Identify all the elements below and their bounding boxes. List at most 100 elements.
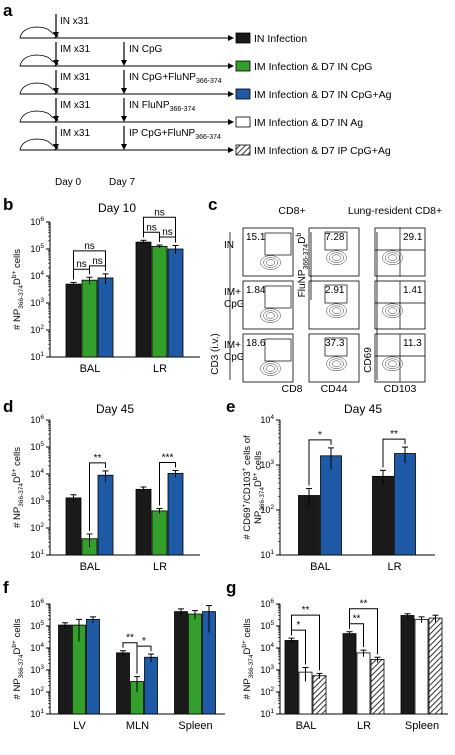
flow-y-label-cd69: CD69 (363, 347, 374, 373)
panel-d-title: Day 45 (96, 402, 134, 416)
mouse-icon (19, 82, 59, 95)
significance-label: ** (353, 614, 361, 625)
timeline-row: IM x31 IN CpG IM Infection & D7 IN CpG (19, 42, 372, 73)
flow-plot (242, 227, 294, 277)
quadrant-gate (375, 334, 425, 382)
y-axis-label: # NP366-374Db+ cells (11, 447, 25, 528)
flow-plot (242, 280, 294, 330)
contour (260, 255, 281, 270)
y-axis-label: # NP366-374Db+ cells (241, 618, 255, 699)
bar (414, 618, 429, 715)
legend-swatch (235, 88, 251, 100)
contour (382, 250, 403, 266)
bar (372, 475, 394, 556)
treatment-label: IN CpG (129, 44, 163, 55)
arrow-right-icon (228, 91, 234, 97)
bar (320, 455, 342, 556)
contour (385, 252, 400, 264)
contour (385, 305, 400, 317)
contour (326, 356, 347, 372)
day0-label: Day 0 (55, 177, 82, 188)
x-tick-label: Spleen (178, 720, 212, 732)
y-tick-label: 102 (30, 686, 44, 697)
panel-d-label: d (3, 397, 13, 416)
significance-label: *** (162, 452, 174, 463)
contour (263, 257, 278, 268)
arrow-down-icon (53, 32, 59, 38)
treatment-label: IP CpG+FluNP366-374 (129, 128, 221, 141)
contour (388, 360, 397, 368)
y-tick-label: 104 (260, 642, 274, 653)
bar (135, 488, 152, 556)
flow-x-label-cd44: CD44 (321, 383, 348, 395)
quadrant-gate (375, 228, 425, 276)
route-label: IM x31 (60, 72, 90, 83)
significance-label: ** (302, 605, 310, 616)
significance-label: ns (154, 207, 165, 218)
x-tick-label: LR (153, 363, 167, 375)
significance-label: ns (76, 259, 87, 270)
x-tick-label: BAL (80, 363, 101, 375)
legend-swatch (235, 32, 251, 44)
arrow-right-icon (228, 147, 234, 153)
panel-b-title: Day 10 (98, 201, 136, 215)
significance-bracket (89, 462, 106, 531)
panel-d-chart: 101 102 103 104 105 106 # NP366-374Db+ cells BA… (11, 414, 200, 573)
y-tick-label: 104 (260, 414, 274, 425)
bar (356, 652, 371, 715)
y-tick-label: 103 (260, 459, 274, 470)
arrow-down-icon (121, 144, 127, 150)
y-tick-label: 101 (260, 549, 274, 560)
contour (382, 356, 403, 372)
y-tick-label: 101 (30, 549, 44, 560)
gate-percent: 15.1 (246, 232, 266, 243)
mouse-icon (19, 138, 59, 151)
mouse-icon (19, 110, 59, 123)
y-tick-label: 104 (30, 642, 44, 653)
bar (135, 241, 152, 358)
gate (264, 285, 292, 309)
y-tick-label: 102 (30, 522, 44, 533)
x-tick-label: LR (387, 561, 401, 573)
x-tick-label: Spleen (405, 720, 439, 732)
arrow-right-icon (228, 35, 234, 41)
legend-label: IN Infection (254, 33, 307, 45)
significance-label: * (297, 620, 301, 631)
bar (116, 652, 130, 715)
panel-e-title: Day 45 (344, 402, 382, 416)
bar (86, 618, 100, 715)
significance-bracket (136, 645, 152, 674)
contour (329, 252, 344, 264)
contour (385, 358, 400, 370)
y-tick-label: 101 (260, 708, 274, 719)
contour (260, 361, 281, 376)
panel-b-chart: 101 102 103 104 105 106 # NP366-374Db+ cells BA… (11, 207, 200, 375)
x-tick-label: LR (153, 561, 167, 573)
day7-label: Day 7 (109, 177, 136, 188)
panel-c-label: c (208, 195, 217, 214)
contour (329, 305, 344, 317)
y-tick-label: 101 (30, 708, 44, 719)
treatment-label: IN FluNP366-374 (129, 100, 195, 113)
y-tick-label: 102 (260, 504, 274, 515)
timeline-row: IM x31 IN CpG+FluNP366-374 IM Infection & … (19, 70, 392, 101)
contour (332, 254, 341, 262)
bar (167, 473, 184, 556)
significance-label: ns (162, 227, 173, 238)
significance-label: ** (390, 429, 398, 440)
legend-label: IM Infection & D7 IP CpG+Ag (254, 145, 391, 157)
arrow-down-icon (121, 88, 127, 94)
panel-a-label: a (3, 1, 13, 20)
quadrant-gate (375, 281, 425, 329)
gate-percent: 1.41 (403, 285, 423, 296)
contour (326, 303, 347, 319)
flow-row-label: CpG (224, 299, 245, 310)
y-tick-label: 102 (30, 324, 44, 335)
y-tick-label: 105 (30, 620, 44, 631)
significance-label: * (142, 636, 146, 647)
arrow-down-icon (53, 144, 59, 150)
bar (81, 279, 98, 358)
route-label: IN x31 (60, 16, 89, 27)
bar (65, 497, 82, 556)
